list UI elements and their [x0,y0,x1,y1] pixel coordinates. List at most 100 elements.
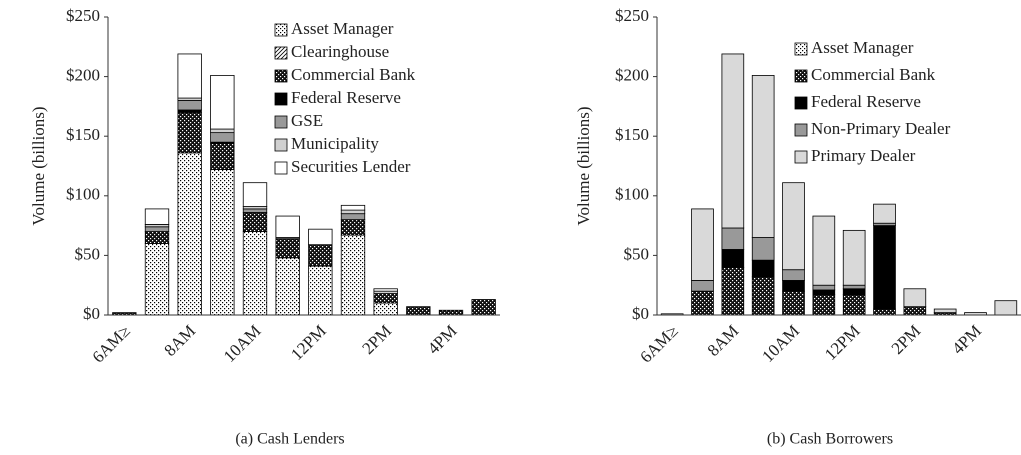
bar-segment [903,306,927,316]
legend-swatch [794,69,808,83]
bar-segment [373,302,398,316]
bar-segment [721,227,745,250]
bar-segment [471,299,496,316]
bar-segment [903,288,927,308]
y-tick-label: $100 [66,185,100,204]
bar-segment [842,288,866,296]
bar-segment [994,300,1018,316]
y-tick-label: $150 [615,125,649,144]
legend-label: Asset Manager [291,19,394,38]
bar-segment [842,229,866,286]
bar-segment [751,259,775,278]
bar-segment [242,231,268,316]
bar-segment [691,208,714,281]
bar-segment [340,234,366,316]
x-tick-label: 10AM [758,321,803,366]
bar-segment [144,208,170,225]
x-tick-label: 4PM [424,321,461,358]
bar-segment [842,284,866,290]
x-tick-label: 4PM [948,321,985,358]
bar-segment [275,238,300,259]
y-tick-label: $0 [83,304,100,323]
bar-segment [842,294,866,316]
y-tick-label: $250 [615,6,649,25]
legend-swatch [274,46,288,60]
bar-segment [751,276,775,316]
y-axis-label: Volume (billions) [574,106,593,225]
bar-segment [933,308,957,314]
bar-segment [406,306,431,316]
bar-segment [751,75,775,238]
bar-segment [782,182,805,271]
y-tick-label: $150 [66,125,100,144]
x-tick-label: 2PM [358,321,395,358]
bar-segment [144,231,170,244]
bar-segment [782,280,805,292]
legend-swatch [274,138,288,152]
legend-swatch [794,42,808,56]
bar-segment [242,208,268,213]
bar-segment [210,142,235,170]
bar-segment [873,308,896,316]
legend-swatch [794,96,808,110]
legend-label: Non-Primary Dealer [811,119,951,138]
x-tick-label: 12PM [287,321,330,364]
legend-label: Municipality [291,134,379,153]
bar-segment [812,289,836,296]
bar-segment [782,269,805,281]
legend-label: Primary Dealer [811,146,916,165]
x-tick-label: 2PM [888,321,925,358]
y-tick-label: $250 [66,6,100,25]
legend-label: Clearinghouse [291,42,389,61]
legend-label: Asset Manager [811,38,914,57]
bar-segment [873,225,896,310]
bar-segment [308,265,333,316]
bar-segment [691,280,714,292]
bar-segment [275,257,300,316]
x-tick-label: 10AM [220,321,265,366]
legend-swatch [794,150,808,164]
legend-label: Commercial Bank [291,65,416,84]
legend-swatch [274,69,288,83]
legend-label: Federal Reserve [291,88,401,107]
bar-segment [177,53,202,99]
bar-segment [144,226,170,232]
y-tick-label: $200 [615,66,649,85]
bar-segment [340,213,366,221]
legend-swatch [274,23,288,37]
bar-segment [721,249,745,268]
legend-swatch [794,123,808,137]
bar-segment [177,152,202,316]
legend-swatch [274,92,288,106]
legend-label: Federal Reserve [811,92,921,111]
x-tick-label: 6AM≥ [636,321,681,366]
bar-segment [812,284,836,291]
legend-swatch [274,115,288,129]
bar-segment [275,215,300,238]
x-tick-label: 8AM [160,321,199,360]
bar-segment [340,209,366,215]
bar-segment [308,228,333,246]
caption: (b) Cash Borrowers [767,431,893,448]
bar-segment [812,294,836,316]
bar-segment [210,75,235,130]
bar-segment [812,215,836,286]
bar-segment [210,169,235,316]
bar-segment [373,288,398,292]
x-tick-label: 12PM [821,321,864,364]
bar-segment [210,128,235,134]
bar-segment [177,100,202,111]
bar-segment [177,111,202,154]
y-axis-label: Volume (billions) [29,106,48,225]
x-tick-label: 8AM [704,321,743,360]
bar-segment [691,290,714,316]
bar-segment [308,244,333,267]
legend-swatch [274,161,288,175]
bar-segment [373,293,398,304]
bar-segment [242,212,268,232]
bar-segment [721,266,745,316]
bar-segment [144,243,170,316]
legend-label: Securities Lender [291,157,411,176]
bar-segment [751,237,775,261]
